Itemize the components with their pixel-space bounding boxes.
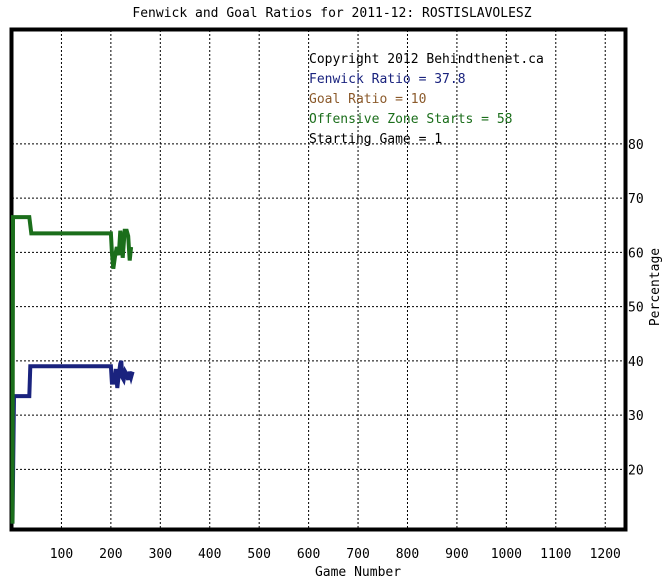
goal-annotation: Goal Ratio = 10 [309, 92, 426, 107]
annotation-layer: Copyright 2012 Behindthenet.ca Fenwick Ra… [309, 52, 544, 147]
y-tick-label: 30 [628, 409, 644, 424]
x-tick-label: 900 [445, 547, 468, 562]
ozs-annotation: Offensive Zone Starts = 58 [309, 112, 513, 127]
grid [12, 30, 625, 529]
y-tick-label: 70 [628, 192, 644, 207]
x-tick-label: 400 [198, 547, 221, 562]
x-tick-label: 1100 [540, 547, 571, 562]
x-tick-label: 300 [149, 547, 172, 562]
x-tick-label: 200 [99, 547, 122, 562]
x-tick-label: 1000 [491, 547, 522, 562]
y-tick-labels: 20 30 40 50 60 70 80 [628, 138, 644, 478]
x-tick-label: 700 [346, 547, 369, 562]
x-tick-labels: 100 200 300 400 500 600 700 800 900 1000 1100 1200 [50, 547, 621, 562]
fenwick-series-line [10, 360, 135, 524]
chart-title: Fenwick and Goal Ratios for 2011-12: ROS… [132, 6, 531, 21]
y-tick-label: 40 [628, 355, 644, 370]
x-tick-label: 100 [50, 547, 73, 562]
ozs-series-line [10, 215, 134, 524]
y-tick-label: 50 [628, 301, 644, 316]
y-tick-label: 20 [628, 463, 644, 478]
x-tick-label: 600 [297, 547, 320, 562]
y-axis-label: Percentage [648, 248, 663, 326]
x-axis-label: Game Number [315, 565, 401, 580]
x-tick-label: 800 [396, 547, 419, 562]
y-tick-label: 60 [628, 246, 644, 261]
copyright-annotation: Copyright 2012 Behindthenet.ca [309, 52, 544, 67]
y-tick-label: 80 [628, 138, 644, 153]
fenwick-annotation: Fenwick Ratio = 37.8 [309, 72, 466, 87]
series-layer [10, 215, 135, 524]
start-annotation: Starting Game = 1 [309, 132, 442, 147]
x-tick-label: 1200 [590, 547, 621, 562]
x-tick-label: 500 [247, 547, 270, 562]
